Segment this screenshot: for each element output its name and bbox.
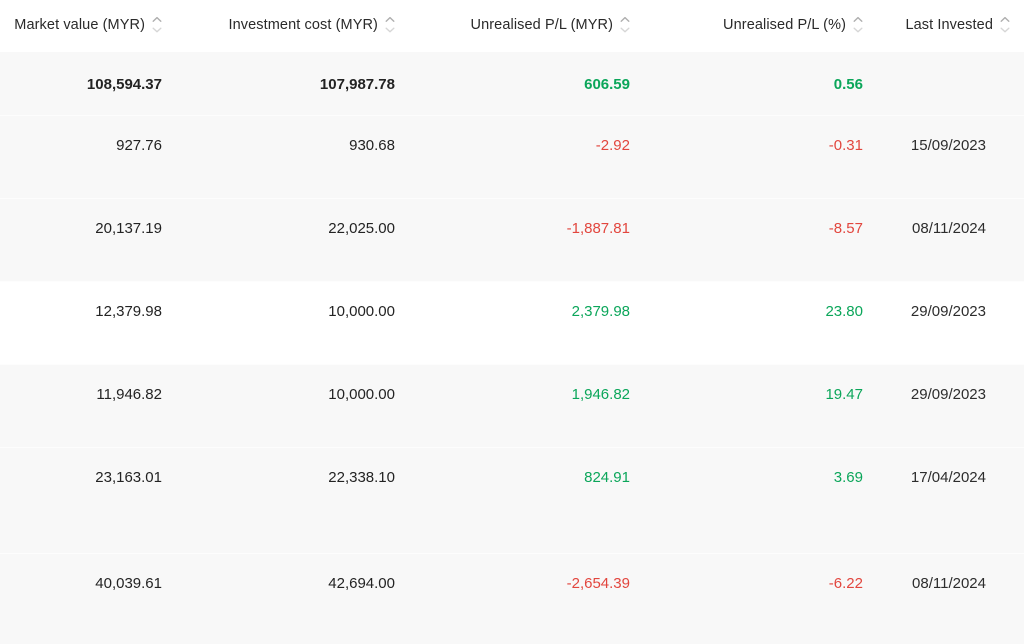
cell-unrealised-pl-myr: 2,379.98 — [571, 303, 630, 320]
cell-last-invested: 29/09/2023 — [910, 386, 986, 403]
column-header-pl_pct[interactable]: Unrealised P/L (%) — [638, 0, 871, 40]
cell-market-value: 40,039.61 — [95, 575, 162, 592]
cell-last-invested: 15/09/2023 — [910, 137, 986, 154]
cell-unrealised-pl-myr: -2.92 — [595, 137, 630, 154]
cell-last-invested: 08/11/2024 — [912, 220, 986, 237]
cell-last-invested — [871, 52, 1024, 115]
cell-investment-cost: 42,694.00 — [328, 575, 395, 592]
summary-row: 108,594.37 107,987.78 606.59 0.56 — [0, 52, 1024, 115]
sort-icon — [385, 15, 395, 35]
column-header-label: Market value (MYR) — [14, 16, 145, 33]
table-row[interactable]: 12,379.98 10,000.00 2,379.98 23.80 29/09… — [0, 281, 1024, 364]
table-body: 108,594.37 107,987.78 606.59 0.56 927.76… — [0, 52, 1024, 644]
cell-investment-cost: 107,987.78 — [319, 76, 395, 93]
table-row[interactable]: 11,946.82 10,000.00 1,946.82 19.47 29/09… — [0, 364, 1024, 447]
table-row[interactable]: 23,163.01 22,338.10 824.91 3.69 17/04/20… — [0, 447, 1024, 553]
cell-market-value: 20,137.19 — [95, 220, 162, 237]
table-header-row: Market value (MYR) Investment cost (MYR)… — [0, 0, 1024, 52]
cell-market-value: 108,594.37 — [86, 76, 162, 93]
cell-market-value: 11,946.82 — [96, 386, 162, 403]
column-header-label: Unrealised P/L (%) — [723, 16, 846, 33]
cell-market-value: 927.76 — [116, 137, 162, 154]
column-header-label: Last Invested — [905, 16, 993, 33]
sort-icon — [1000, 15, 1010, 35]
column-header-last_invested[interactable]: Last Invested — [871, 0, 1024, 40]
cell-investment-cost: 10,000.00 — [328, 386, 395, 403]
table-row[interactable]: 927.76 930.68 -2.92 -0.31 15/09/2023 — [0, 115, 1024, 198]
cell-unrealised-pl-myr: 824.91 — [584, 469, 630, 486]
column-header-market_value[interactable]: Market value (MYR) — [0, 0, 170, 40]
table-row[interactable]: 20,137.19 22,025.00 -1,887.81 -8.57 08/1… — [0, 198, 1024, 281]
cell-investment-cost: 930.68 — [349, 137, 395, 154]
cell-unrealised-pl-myr: 1,946.82 — [571, 386, 630, 403]
cell-unrealised-pl-pct: 23.80 — [825, 303, 863, 320]
column-header-pl_myr[interactable]: Unrealised P/L (MYR) — [403, 0, 638, 40]
sort-icon — [152, 15, 162, 35]
cell-unrealised-pl-myr: -2,654.39 — [566, 575, 630, 592]
cell-unrealised-pl-myr: -1,887.81 — [566, 220, 630, 237]
cell-unrealised-pl-pct: 0.56 — [833, 76, 863, 93]
cell-last-invested: 29/09/2023 — [910, 303, 986, 320]
portfolio-holdings-table: Market value (MYR) Investment cost (MYR)… — [0, 0, 1024, 592]
column-header-label: Investment cost (MYR) — [228, 16, 378, 33]
cell-unrealised-pl-pct: -0.31 — [828, 137, 863, 154]
cell-investment-cost: 10,000.00 — [328, 303, 395, 320]
sort-icon — [620, 15, 630, 35]
sort-icon — [853, 15, 863, 35]
cell-market-value: 23,163.01 — [95, 469, 162, 486]
cell-market-value: 12,379.98 — [95, 303, 162, 320]
cell-last-invested: 17/04/2024 — [910, 469, 986, 486]
cell-investment-cost: 22,025.00 — [328, 220, 395, 237]
cell-unrealised-pl-pct: 19.47 — [825, 386, 863, 403]
table-row[interactable]: 40,039.61 42,694.00 -2,654.39 -6.22 08/1… — [0, 553, 1024, 644]
cell-unrealised-pl-pct: -8.57 — [828, 220, 863, 237]
cell-unrealised-pl-myr: 606.59 — [584, 76, 630, 93]
cell-last-invested: 08/11/2024 — [912, 575, 986, 592]
column-header-label: Unrealised P/L (MYR) — [470, 16, 613, 33]
cell-unrealised-pl-pct: -6.22 — [828, 575, 863, 592]
cell-unrealised-pl-pct: 3.69 — [833, 469, 863, 486]
column-header-investment_cost[interactable]: Investment cost (MYR) — [170, 0, 403, 40]
cell-investment-cost: 22,338.10 — [328, 469, 395, 486]
